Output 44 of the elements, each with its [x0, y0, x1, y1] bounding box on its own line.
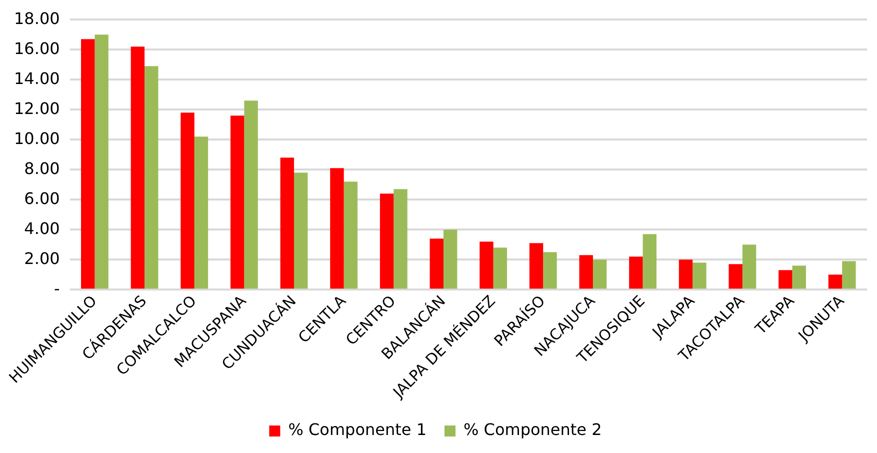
- bar: [94, 34, 108, 289]
- bar: [180, 112, 194, 289]
- bar: [792, 266, 806, 289]
- bar: [543, 252, 557, 289]
- bar: [380, 194, 394, 289]
- bar: [642, 234, 656, 289]
- y-tick-label: 6.00: [24, 188, 60, 208]
- bar: [144, 66, 158, 289]
- bar: [244, 100, 258, 289]
- bar: [280, 158, 294, 289]
- bar: [629, 256, 643, 289]
- bar: [294, 172, 308, 289]
- bar: [592, 260, 607, 289]
- bar: [842, 261, 856, 289]
- bar: [130, 46, 145, 289]
- bar: [81, 39, 95, 289]
- bar: [443, 230, 458, 289]
- bar: [692, 262, 706, 289]
- y-tick-label: 10.00: [14, 128, 60, 148]
- y-tick-label: 18.00: [14, 8, 60, 28]
- bar: [529, 243, 544, 289]
- legend-label: % Componente 2: [464, 420, 602, 440]
- bar: [493, 248, 508, 289]
- bar: [678, 260, 693, 289]
- bar: [579, 255, 593, 289]
- y-tick-label: 12.00: [14, 98, 60, 118]
- y-tick-label: 14.00: [14, 68, 60, 88]
- y-tick-label: 2.00: [24, 248, 60, 268]
- bar: [194, 136, 208, 289]
- bar: [778, 270, 792, 289]
- bar: [430, 238, 444, 289]
- y-tick-label: -: [54, 278, 60, 298]
- y-tick-label: 4.00: [24, 218, 60, 238]
- bar: [330, 168, 344, 289]
- bar: [394, 189, 408, 289]
- bar: [828, 274, 842, 289]
- legend-label: % Componente 1: [288, 420, 427, 440]
- bar: [344, 182, 358, 289]
- bar: [230, 116, 244, 289]
- bar: [728, 264, 742, 289]
- y-tick-label: 8.00: [24, 158, 60, 178]
- bar: [480, 242, 494, 289]
- y-tick-label: 16.00: [14, 38, 60, 58]
- bar: [742, 244, 756, 289]
